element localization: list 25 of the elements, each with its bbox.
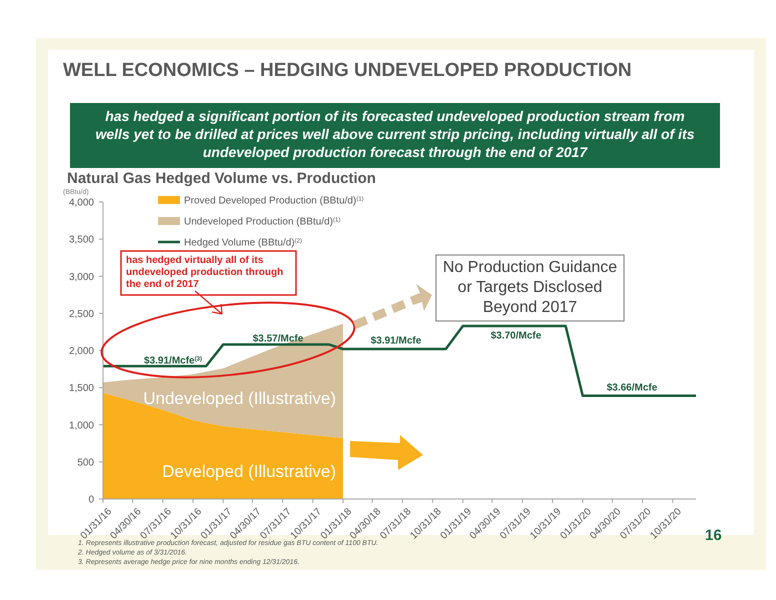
annotation: has hedged virtually all of its undeveloped production through the end of 2017 <box>126 255 284 290</box>
text: Natural Gas Hedged Volume vs. Production <box>67 170 376 187</box>
annotation: No Production Guidance or Targets Disclosed Beyond 2017 <box>442 259 618 316</box>
chart-title: WELL ECONOMICS – HEDGING UNDEVELOPED PRODUCTION <box>63 60 632 81</box>
y-tick-label: 500 <box>77 457 94 468</box>
y-tick-label: 1,500 <box>68 383 94 394</box>
annotation: $3.70/Mcfe <box>490 330 542 342</box>
legend-label: Undeveloped Production (BBtu/d)$^{(1)}$ <box>184 216 340 228</box>
y-tick-label: 1,000 <box>68 420 94 432</box>
y-tick-label: 3,000 <box>68 272 94 283</box>
annotation: Developed (Illustrative) <box>162 462 336 481</box>
y-tick-label: 3,500 <box>68 234 94 246</box>
legend-label: Hedged Volume (BBtu/d)$^{(2)}$ <box>184 238 302 248</box>
annotation: $3.66/Mcfe <box>606 382 658 394</box>
y-tick-label: 2,000 <box>68 346 94 357</box>
y-tick-label: 2,500 <box>68 308 94 320</box>
annotation: $3.91/Mcfe$^{(3)}$ <box>144 356 202 366</box>
y-tick-label: 0 <box>88 494 94 506</box>
annotation: $3.57/Mcfe <box>252 334 304 344</box>
y-tick-label: 4,000 <box>68 198 94 208</box>
chart-subtitle: has hedged a significant portion of its forecasted undeveloped production stream from wells yet to be drilled at prices well above current strip pricing, including virtually all of its undeveloped production forecast through the end of 2017 <box>95 108 695 160</box>
annotation: $3.91/Mcfe <box>370 336 422 346</box>
legend-label: Proved Developed Production (BBtu/d)$^{(1)}$ <box>184 196 364 206</box>
text: 16 <box>705 527 722 544</box>
annotation: Undeveloped (Illustrative) <box>143 388 336 408</box>
